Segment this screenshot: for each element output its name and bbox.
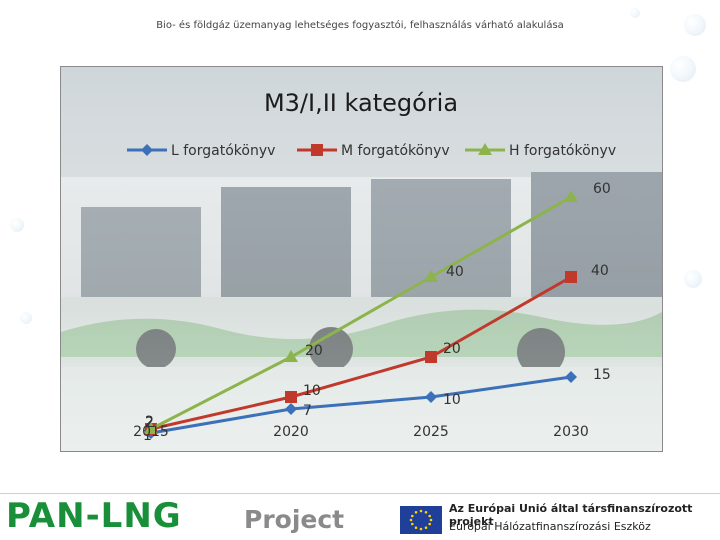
cef-text: Európai Hálózatfinanszírozási Eszköz — [449, 520, 651, 533]
series-line — [150, 375, 572, 435]
series-2: 2 10 20 40 — [145, 263, 609, 435]
data-label: 15 — [593, 367, 611, 383]
footer-divider — [0, 493, 720, 494]
chart-container: M3/I,II kategória L forgatókönyv M forgat… — [60, 66, 663, 452]
legend-item: L forgatókönyv — [127, 143, 275, 159]
data-point-marker — [425, 391, 437, 403]
data-label: 1 — [143, 428, 152, 444]
series-line — [150, 275, 572, 431]
data-label: 10 — [303, 383, 321, 399]
data-point-marker — [425, 351, 437, 363]
eu-cofinanced-text: Az Európai Unió által társfinanszírozott… — [449, 502, 693, 528]
legend-marker — [478, 143, 492, 155]
x-tick-label: 2030 — [553, 424, 589, 440]
data-label: 20 — [305, 343, 323, 359]
data-point-marker — [144, 422, 158, 434]
series-line — [150, 195, 572, 431]
legend-label: M forgatókönyv — [341, 143, 450, 159]
data-label: 20 — [443, 341, 461, 357]
data-label: 2 — [145, 414, 154, 430]
slide-title: Bio- és földgáz üzemanyag lehetséges fog… — [156, 20, 564, 31]
legend-label: H forgatókönyv — [509, 143, 616, 159]
eu-stars-icon — [409, 509, 433, 531]
decorative-bubble — [630, 8, 640, 18]
series-3: 2 20 40 60 — [144, 181, 611, 434]
x-axis: 2015 2020 2025 2030 — [133, 424, 589, 440]
data-label: 40 — [446, 264, 464, 280]
legend-label: L forgatókönyv — [171, 143, 275, 159]
data-point-marker — [565, 271, 577, 283]
x-tick-label: 2020 — [273, 424, 309, 440]
data-point-marker — [285, 403, 297, 415]
eu-flag-icon — [400, 506, 442, 534]
decorative-bubble — [20, 312, 32, 324]
decorative-bubble — [670, 56, 696, 82]
legend-marker — [311, 144, 323, 156]
decorative-bubble — [10, 218, 24, 232]
legend-item: M forgatókönyv — [297, 143, 450, 159]
x-tick-label: 2015 — [133, 424, 169, 440]
pan-lng-logo: PAN-LNG — [6, 496, 182, 536]
legend-marker — [141, 144, 153, 156]
data-point-marker — [565, 371, 577, 383]
data-label: 2 — [145, 415, 154, 431]
chart-svg: M3/I,II kategória L forgatókönyv M forgat… — [61, 89, 662, 451]
decorative-bubble — [684, 270, 702, 288]
bus-background-image — [61, 172, 662, 451]
data-point-marker — [424, 270, 438, 282]
project-logo-text: Project — [244, 505, 345, 534]
chart-title: M3/I,II kategória — [264, 89, 458, 117]
data-point-marker — [285, 391, 297, 403]
legend-item: H forgatókönyv — [465, 143, 616, 159]
data-point-marker — [284, 350, 298, 362]
x-tick-label: 2025 — [413, 424, 449, 440]
data-label: 10 — [443, 392, 461, 408]
data-label: 40 — [591, 263, 609, 279]
data-point-marker — [564, 190, 578, 202]
chart-legend: L forgatókönyv M forgatókönyv H forgatókön… — [127, 143, 616, 159]
data-label: 60 — [593, 181, 611, 197]
data-label: 7 — [303, 403, 312, 419]
decorative-bubble — [684, 14, 706, 36]
